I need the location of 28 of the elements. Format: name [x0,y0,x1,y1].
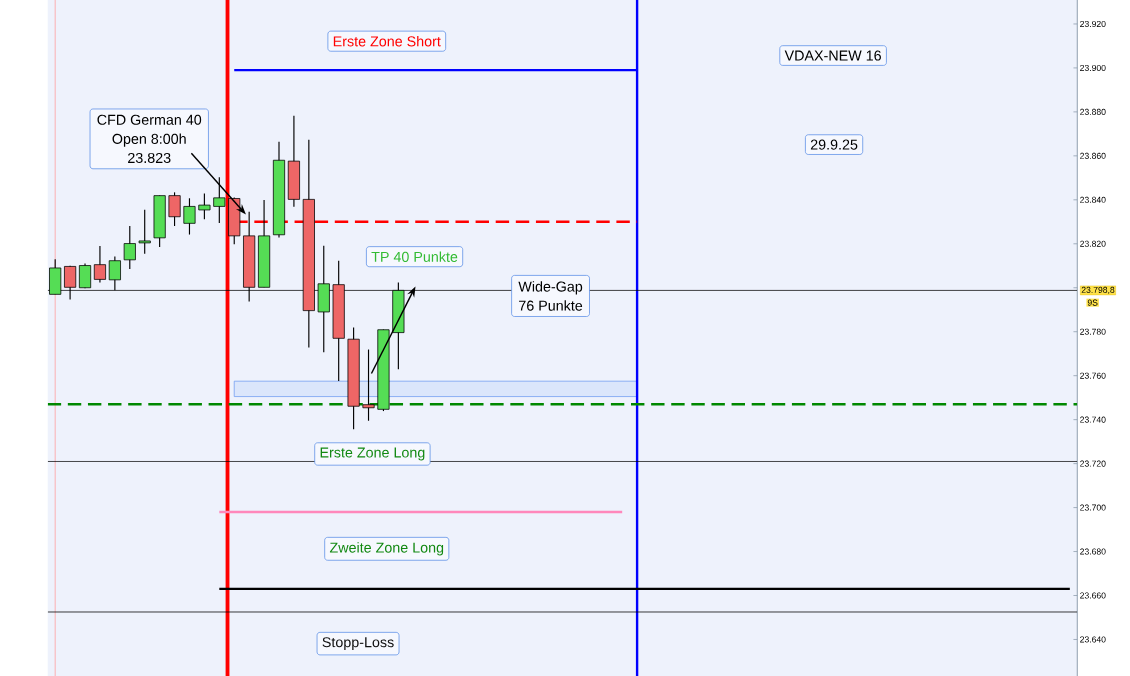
y-tick-label: 23.880 [1080,108,1106,115]
y-tick-label: 23.860 [1080,152,1106,159]
y-tick-label: 23.720 [1080,460,1106,467]
y-tick-label: 23.640 [1080,636,1106,643]
annotation: Zweite Zone Long [329,542,444,556]
ref-line-label: 23.798,8 [1081,286,1115,294]
annotation: 76 Punkte [519,300,583,311]
annotation: Open 8:00h [112,133,186,147]
annotation: 23.823 [128,152,171,163]
y-tick-label: 23.740 [1080,416,1106,423]
annotation: VDAX-NEW 16 [784,50,881,61]
y-tick-label: 23.820 [1080,240,1106,247]
y-tick-label: 23.760 [1080,372,1106,379]
text: 9S [1087,299,1098,306]
y-tick-label: 23.680 [1080,548,1106,555]
annotation: Erste Zone Long [320,447,425,461]
y-tick-label: 23.900 [1080,64,1106,71]
y-tick-label: 23.780 [1080,328,1106,335]
y-tick-label: 23.660 [1080,592,1106,599]
annotation: Wide-Gap [518,281,583,295]
y-tick-label: 23.920 [1080,20,1106,27]
annotation: Stopp-Loss [322,637,394,650]
annotation: CFD German 40 [97,114,202,125]
y-tick-label: 23.840 [1080,196,1106,203]
annotation: TP 40 Punkte [371,251,458,262]
annotation: Erste Zone Short [333,35,441,47]
annotation: 29.9.25 [810,139,858,150]
y-tick-label: 23.700 [1080,504,1106,511]
